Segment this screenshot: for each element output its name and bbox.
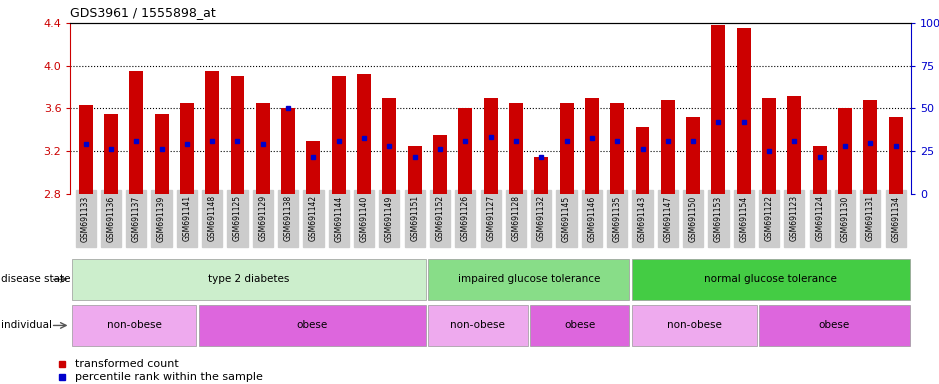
Text: non-obese: non-obese bbox=[451, 320, 505, 331]
Bar bbox=[231, 76, 244, 194]
Bar bbox=[762, 98, 776, 194]
Bar bbox=[130, 71, 144, 194]
Text: disease state: disease state bbox=[1, 274, 70, 285]
Bar bbox=[428, 305, 528, 346]
Bar bbox=[331, 76, 346, 194]
Bar bbox=[104, 114, 118, 194]
Bar bbox=[534, 157, 548, 194]
Bar bbox=[560, 103, 574, 194]
Text: GDS3961 / 1555898_at: GDS3961 / 1555898_at bbox=[70, 6, 216, 19]
Bar bbox=[585, 98, 599, 194]
Bar bbox=[206, 71, 219, 194]
Text: percentile rank within the sample: percentile rank within the sample bbox=[75, 372, 263, 382]
Bar bbox=[155, 114, 168, 194]
Text: obese: obese bbox=[564, 320, 595, 331]
Bar bbox=[382, 98, 396, 194]
Text: transformed count: transformed count bbox=[75, 359, 179, 369]
Bar bbox=[79, 105, 93, 194]
Text: non-obese: non-obese bbox=[107, 320, 162, 331]
Text: obese: obese bbox=[819, 320, 850, 331]
Text: impaired glucose tolerance: impaired glucose tolerance bbox=[457, 274, 600, 285]
Bar bbox=[484, 98, 498, 194]
Bar bbox=[661, 100, 675, 194]
Bar bbox=[306, 141, 320, 194]
Bar bbox=[281, 109, 295, 194]
Bar bbox=[636, 127, 650, 194]
Bar bbox=[632, 259, 910, 300]
Text: normal glucose tolerance: normal glucose tolerance bbox=[704, 274, 838, 285]
Bar bbox=[509, 103, 523, 194]
Bar bbox=[686, 117, 700, 194]
Bar bbox=[71, 305, 196, 346]
Bar bbox=[408, 146, 422, 194]
Bar bbox=[610, 103, 624, 194]
Bar bbox=[863, 100, 877, 194]
Text: non-obese: non-obese bbox=[667, 320, 722, 331]
Bar bbox=[71, 259, 425, 300]
Bar bbox=[888, 117, 902, 194]
Bar bbox=[199, 305, 425, 346]
Bar bbox=[737, 28, 750, 194]
Bar bbox=[712, 25, 726, 194]
Bar bbox=[357, 74, 371, 194]
Bar bbox=[433, 135, 447, 194]
Bar bbox=[760, 305, 910, 346]
Bar bbox=[428, 259, 629, 300]
Bar bbox=[788, 96, 801, 194]
Text: type 2 diabetes: type 2 diabetes bbox=[208, 274, 289, 285]
Bar bbox=[632, 305, 757, 346]
Bar bbox=[255, 103, 269, 194]
Bar bbox=[458, 109, 472, 194]
Text: obese: obese bbox=[297, 320, 328, 331]
Bar bbox=[813, 146, 826, 194]
Bar bbox=[180, 103, 193, 194]
Text: individual: individual bbox=[1, 320, 52, 331]
Bar bbox=[531, 305, 629, 346]
Bar bbox=[838, 109, 852, 194]
